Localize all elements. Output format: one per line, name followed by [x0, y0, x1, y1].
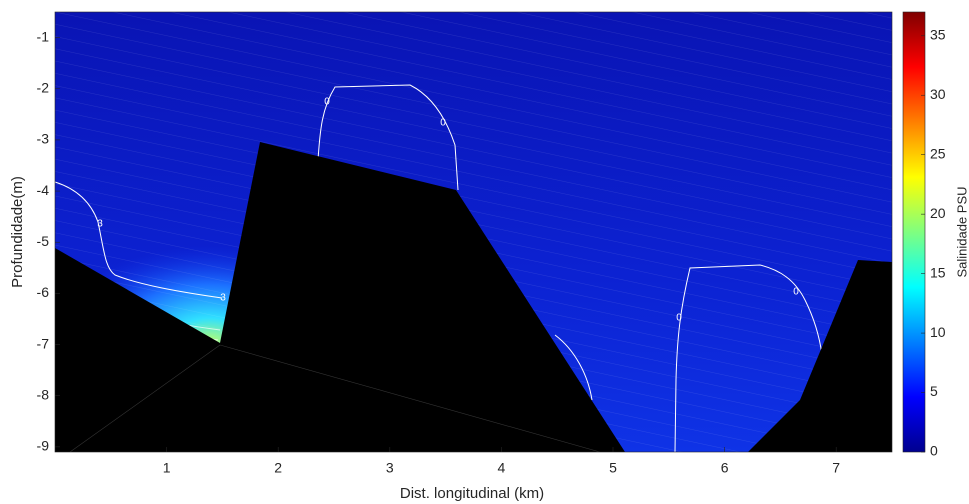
y-tick-label: -1	[37, 28, 50, 44]
colorbar-tick-label: 20	[930, 205, 946, 221]
x-tick-label: 1	[163, 460, 171, 476]
x-tick-label: 4	[498, 460, 506, 476]
terrain-mask	[748, 260, 892, 452]
x-tick-label: 2	[274, 460, 282, 476]
contour-line	[317, 84, 459, 191]
contour-label: 0	[793, 287, 799, 298]
colorbar-tick-label: 35	[930, 26, 946, 42]
colorbar-tick-label: 25	[930, 145, 946, 161]
y-tick-label: -5	[37, 233, 50, 249]
contour-line	[674, 264, 823, 452]
colorbar-tick-label: 30	[930, 86, 946, 102]
x-tick-label: 7	[832, 460, 840, 476]
contour-label: 3	[220, 293, 226, 304]
colorbar-tick-label: 0	[930, 443, 938, 459]
contour-label: 0	[324, 97, 330, 108]
contour-line	[55, 181, 223, 299]
x-tick-label: 3	[386, 460, 394, 476]
terrain-edge	[219, 344, 601, 452]
y-tick-label: -7	[37, 335, 50, 351]
contour-labels: 3 3 0 0 0 0	[97, 97, 799, 324]
x-axis-label: Dist. longitudinal (km)	[400, 485, 544, 502]
y-tick-label: -6	[37, 284, 50, 300]
contour-label: 0	[440, 118, 446, 129]
axes-frame	[54, 11, 893, 453]
y-tick-label: -3	[37, 131, 50, 147]
colorbar-tick-label: 10	[930, 324, 946, 340]
y-axis-label: Profundidade(m)	[9, 176, 26, 288]
x-tick-label: 5	[609, 460, 617, 476]
y-tick-label: -8	[37, 386, 50, 402]
terrain-edge	[69, 344, 221, 452]
contour-line	[554, 334, 593, 401]
terrain-mask	[55, 142, 625, 452]
colorbar-tick-label: 5	[930, 383, 938, 399]
colorbar-tick-label: 15	[930, 264, 946, 280]
y-tick-label: -2	[37, 79, 50, 95]
colorbar	[902, 11, 926, 453]
x-tick-label: 6	[721, 460, 729, 476]
contour-label: 0	[676, 313, 682, 324]
y-tick-label: -4	[37, 182, 50, 198]
y-tick-label: -9	[37, 438, 50, 454]
plot-area: 3 3 0 0 0 0	[55, 12, 892, 452]
colorbar-label: Salinidade PSU	[954, 186, 969, 277]
contour-label: 3	[97, 219, 103, 230]
